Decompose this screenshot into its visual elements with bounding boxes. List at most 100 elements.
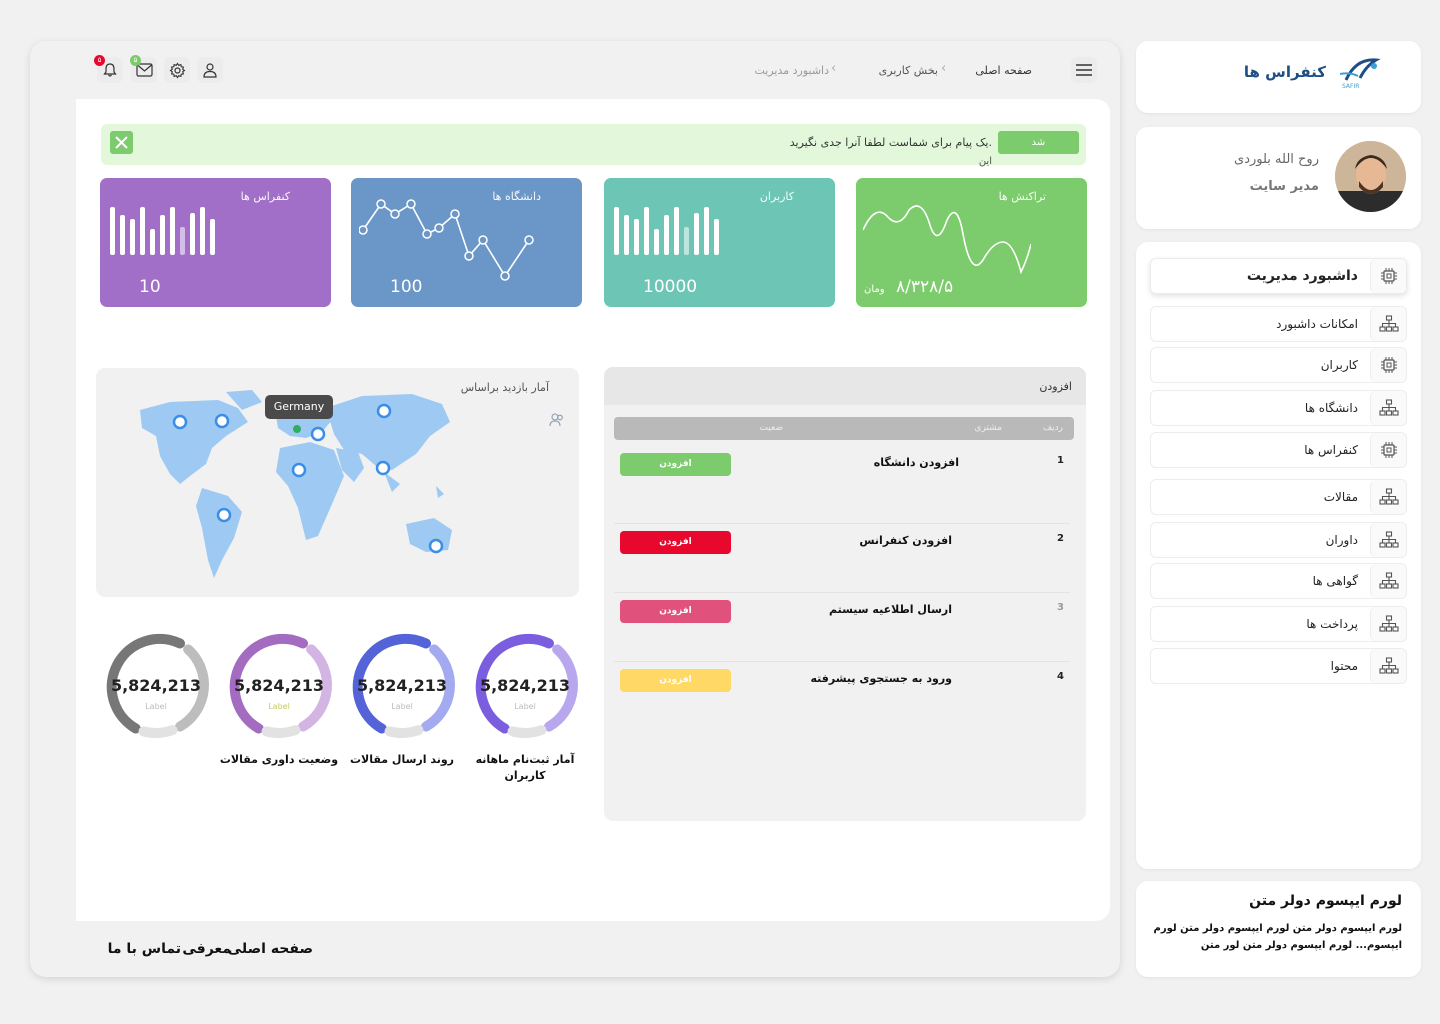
brand-name: کنفراس ها [1243, 63, 1326, 81]
stat-value: 10 [139, 277, 161, 297]
sidebar-item-5[interactable]: مقالات [1150, 479, 1407, 515]
logo-wordmark: SAFIR [1342, 83, 1359, 90]
actions-panel [604, 367, 1086, 821]
row-divider [614, 592, 1070, 593]
row-divider [614, 523, 1070, 524]
avatar[interactable] [1335, 141, 1406, 212]
stat-title: دانشگاه ها [492, 190, 541, 203]
chip-icon [1370, 348, 1406, 382]
sidebar-item-7[interactable]: گواهی ها [1150, 563, 1407, 599]
stat-title: تراکنش ها [998, 190, 1046, 203]
stat-card-1[interactable]: کاربران 10000 [604, 178, 835, 307]
sidebar-item-label: داوران [1325, 533, 1358, 547]
map-title: آمار بازدید براساس [460, 381, 549, 394]
sidebar-item-8[interactable]: پرداخت ها [1150, 606, 1407, 642]
row-index: 2 [1057, 533, 1064, 544]
gauge-label: Label [145, 702, 167, 711]
gauge-value: 5,824,213 [110, 676, 202, 695]
sidebar-item-label: محتوا [1330, 659, 1358, 673]
col-header-status: ضعیت [759, 423, 783, 433]
stat-title: کاربران [759, 190, 794, 203]
sitemap-icon [1370, 607, 1406, 641]
gauge-arc-main [106, 633, 185, 734]
row-title: ارسال اطلاعیه سیستم [828, 603, 952, 616]
footer-link-about[interactable]: معرفی [182, 941, 231, 957]
chip-icon [1370, 433, 1406, 467]
map-tooltip: Germany [265, 395, 333, 419]
breadcrumb-home[interactable]: صفحه اصلی [975, 64, 1032, 77]
row-index: 3 [1057, 602, 1064, 613]
breadcrumb-current: داشبورد مدیریت [754, 64, 829, 77]
col-header-customer: مشتری [974, 423, 1002, 433]
status-badge[interactable]: افزودن [620, 600, 731, 623]
col-header-index: ردیف [1042, 423, 1063, 433]
close-icon [115, 136, 128, 149]
info-text: لورم ایپسوم دولر متن لورم ایپسوم دولر مت… [1153, 923, 1402, 951]
gauge-value: 5,824,213 [233, 676, 325, 695]
user-icon [203, 63, 217, 78]
alert-close-button[interactable] [110, 131, 133, 154]
sidebar-item-label: کنفراس ها [1304, 443, 1358, 457]
actions-panel-title: افزودن [1039, 380, 1072, 393]
breadcrumb-section[interactable]: بخش کاربری [878, 64, 938, 77]
gauge-value: 5,824,213 [479, 676, 571, 695]
sidebar-item-1[interactable]: امکانات داشبورد [1150, 306, 1407, 342]
sidebar-item-2[interactable]: کاربران [1150, 347, 1407, 383]
gauge-arc-main [229, 633, 308, 734]
sidebar-item-0[interactable]: داشبورد مدیریت [1150, 258, 1407, 294]
brand-logo[interactable]: SAFIR [1336, 52, 1386, 90]
sidebar-item-6[interactable]: داوران [1150, 522, 1407, 558]
gauge-arc-secondary [544, 644, 578, 732]
profile-button[interactable] [197, 57, 223, 83]
sidebar-item-label: پرداخت ها [1306, 617, 1358, 631]
settings-button[interactable] [164, 57, 190, 83]
mail-badge: ۵ [130, 55, 141, 66]
gauge-label: Label [391, 702, 413, 711]
status-badge[interactable]: افزودن [620, 669, 731, 692]
alert-action-button[interactable]: شد [998, 131, 1079, 154]
actions-panel-header [604, 367, 1086, 405]
gauge-arc-track [384, 725, 424, 738]
sidebar-item-label: داشبورد مدیریت [1246, 268, 1358, 284]
gauge-arc-track [261, 725, 301, 738]
bell-icon [103, 63, 117, 77]
row-title: افزودن کنفرانس [859, 534, 952, 547]
alert-extra-text: این [978, 156, 992, 167]
gauge-arc-main [475, 633, 554, 734]
row-divider [614, 661, 1070, 662]
hamburger-button[interactable] [1071, 57, 1097, 83]
chip-icon [1370, 259, 1406, 293]
stat-value: 10000 [643, 277, 698, 297]
sitemap-icon [1370, 307, 1406, 341]
status-badge[interactable]: افزودن [620, 531, 731, 554]
sidebar-item-label: گواهی ها [1312, 574, 1358, 588]
stat-title: کنفراس ها [240, 190, 290, 203]
footer-link-home[interactable]: صفحه اصلی [227, 941, 313, 957]
bar-sparkline [110, 207, 215, 255]
gauge-ring [229, 633, 332, 738]
sidebar-item-9[interactable]: محتوا [1150, 648, 1407, 684]
stat-card-2[interactable]: دانشگاه ها 100 [351, 178, 582, 307]
users-icon [549, 413, 563, 427]
chevron-left-icon: ‹ [941, 61, 947, 76]
row-title: ورود به جستجوی پیشرفته [810, 672, 952, 685]
stat-card-3[interactable]: کنفراس ها 10 [100, 178, 331, 307]
gauge-arc-secondary [175, 644, 209, 732]
gauge-ring [352, 633, 455, 738]
sidebar-item-4[interactable]: کنفراس ها [1150, 432, 1407, 468]
bell-badge: ۵ [94, 55, 105, 66]
chevron-left-icon: ‹ [831, 61, 837, 76]
alert-banner [101, 124, 1086, 165]
gauge-ring [475, 633, 578, 738]
footer-link-contact[interactable]: تماس با ما [107, 941, 181, 957]
brand-card [1136, 41, 1421, 113]
gauge-ring [106, 633, 209, 738]
gauge-label: Label [268, 702, 290, 711]
stat-card-0[interactable]: تراکنش ها ۸/۳۲۸/۵ ومان [856, 178, 1087, 307]
sparkline [863, 205, 1031, 275]
gauge-arc-track [507, 725, 547, 738]
gauge-caption: آمار ثبت‌نام ماهانه کاربران [475, 753, 575, 782]
sidebar-item-3[interactable]: دانشگاه ها [1150, 390, 1407, 426]
status-badge[interactable]: افزودن [620, 453, 731, 476]
gear-icon [169, 62, 185, 78]
